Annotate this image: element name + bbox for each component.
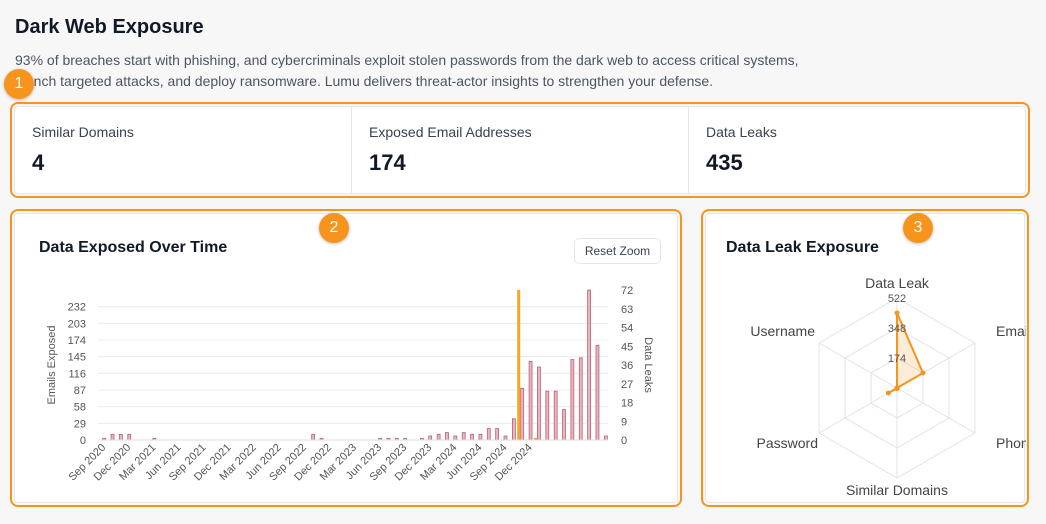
radar-tick-label: 348 <box>888 323 906 335</box>
stat-label: Exposed Email Addresses <box>369 124 532 140</box>
radar-point <box>894 310 900 316</box>
y-left-tick-label: 232 <box>68 302 86 314</box>
radar-spoke <box>818 342 898 389</box>
highlight-box-radar <box>701 209 1029 507</box>
y-right-tick-label: 36 <box>621 360 633 372</box>
y-left-tick-label: 174 <box>68 335 86 347</box>
stats-row: Similar Domains 4 Exposed Email Addresse… <box>14 106 1026 194</box>
radar-axis-label: Email <box>996 323 1026 339</box>
y-right-tick-label: 27 <box>621 379 633 391</box>
radar-axis-label: Data Leak <box>865 275 930 291</box>
radar-axis-label: Username <box>750 323 815 339</box>
y-left-tick-label: 58 <box>74 402 86 414</box>
radar-tick-label: 522 <box>888 293 906 305</box>
stat-label: Similar Domains <box>32 124 134 140</box>
radar-title: Data Leak Exposure <box>726 239 879 256</box>
stat-exposed-emails: Exposed Email Addresses 174 <box>352 107 689 193</box>
stat-value: 435 <box>706 150 743 175</box>
highlight-box-timeline <box>10 209 682 507</box>
y-right-tick-label: 0 <box>621 435 627 447</box>
radar-tick-label: 174 <box>888 353 906 365</box>
radar-spoke <box>896 387 976 434</box>
radar-card: Data Leak Exposure Data Leak Email Phone Si… <box>705 213 1026 503</box>
y-right-tick-label: 9 <box>621 416 627 428</box>
y-left-tick-label: 29 <box>74 418 86 430</box>
stat-label: Data Leaks <box>706 124 777 140</box>
stat-value: 4 <box>32 150 45 175</box>
data-leak-bar <box>533 437 537 440</box>
page-description: 93% of breaches start with phishing, and… <box>15 52 799 89</box>
timeline-chart[interactable]: 0 29 58 87 116 145 174 203 232 0 9 18 27 36 45 54 63 72 Em… <box>15 214 679 504</box>
y-right-tick-label: 72 <box>621 285 633 297</box>
radar-axis-label: Password <box>757 435 818 451</box>
timeline-title: Data Exposed Over Time <box>39 239 228 256</box>
step-badge-1: 1 <box>4 69 34 99</box>
y-right-tick-label: 54 <box>621 323 633 335</box>
stat-similar-domains: Similar Domains 4 <box>15 107 352 193</box>
y-right-tick-label: 63 <box>621 304 633 316</box>
radar-spoke <box>818 387 898 434</box>
y-left-axis-label: Emails Exposed <box>46 326 58 405</box>
timeline-card: Data Exposed Over Time Reset Zoom 0 29 58 8… <box>14 213 678 503</box>
radar-point <box>885 390 891 396</box>
page-title: Dark Web Exposure <box>15 16 204 38</box>
radar-chart: Data Leak Email Phone Similar Domains Passwo… <box>750 275 1026 498</box>
y-left-tick-label: 87 <box>74 385 86 397</box>
highlight-box-stats <box>10 102 1030 198</box>
reset-zoom-button[interactable]: Reset Zoom <box>574 238 661 264</box>
radar-axis-label: Similar Domains <box>846 482 948 498</box>
data-leak-bar <box>517 290 521 440</box>
y-left-tick-label: 145 <box>68 352 86 364</box>
y-right-tick-label: 45 <box>621 341 633 353</box>
step-badge-3: 3 <box>903 213 933 243</box>
radar-point <box>920 370 926 376</box>
step-badge-2: 2 <box>319 213 349 243</box>
y-right-tick-label: 18 <box>621 398 633 410</box>
radar-axis-label: Phone <box>996 435 1026 451</box>
y-right-axis-label: Data Leaks <box>642 337 654 393</box>
y-left-tick-label: 203 <box>68 318 86 330</box>
y-left-tick-label: 0 <box>80 435 86 447</box>
stat-value: 174 <box>369 150 406 175</box>
radar-point <box>894 385 900 391</box>
stat-data-leaks: Data Leaks 435 <box>689 107 1025 193</box>
y-left-tick-label: 116 <box>68 368 86 380</box>
